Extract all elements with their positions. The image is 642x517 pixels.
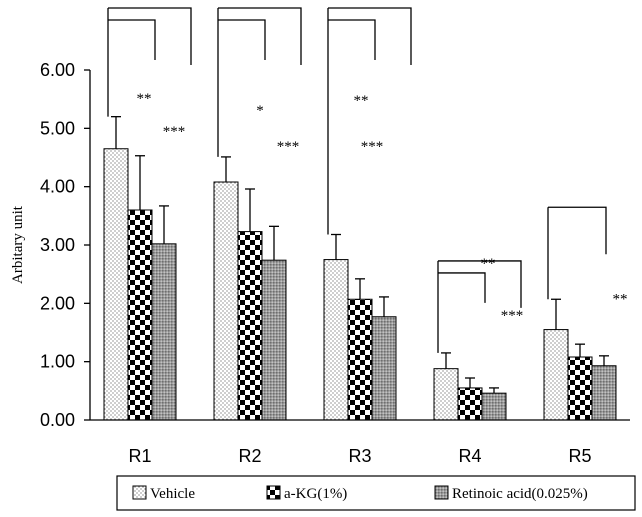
error-bars-layer	[111, 116, 609, 394]
bar	[371, 316, 397, 421]
significance-label: **	[613, 291, 628, 307]
bar	[543, 329, 569, 421]
bar	[433, 368, 459, 421]
y-axis-label: Arbitary unit	[10, 205, 26, 284]
significance-brackets	[107, 7, 607, 353]
bracket-outer	[548, 206, 607, 255]
bracket-outer	[218, 7, 302, 65]
bar	[237, 231, 263, 421]
x-category-label: R3	[348, 446, 371, 466]
significance-label: *	[256, 103, 264, 119]
bar	[347, 298, 373, 421]
legend: Vehicle a-KG(1%) Retinoic acid(0.025%)	[116, 475, 636, 511]
bars-layer	[103, 148, 617, 421]
legend-label: Vehicle	[150, 486, 195, 502]
y-tick-label: 1.00	[40, 352, 75, 372]
significance-label: ***	[361, 139, 384, 155]
significance-stars-layer: *********************	[137, 91, 628, 324]
significance-label: **	[481, 256, 496, 272]
x-category-label: R4	[458, 446, 481, 466]
x-category-label: R1	[128, 446, 151, 466]
bracket-inner	[438, 272, 486, 303]
bar	[591, 365, 617, 421]
bracket-inner	[328, 19, 376, 60]
bar	[261, 259, 287, 421]
legend-swatch	[266, 485, 281, 500]
legend-box	[116, 475, 636, 511]
bracket-inner	[218, 19, 266, 60]
significance-label: ***	[163, 124, 186, 140]
x-category-label: R5	[568, 446, 591, 466]
bracket-outer	[108, 7, 192, 65]
bar	[103, 148, 129, 421]
y-tick-label: 0.00	[40, 410, 75, 430]
bracket-outer	[438, 260, 522, 308]
significance-label: **	[137, 91, 152, 107]
bar	[481, 392, 507, 421]
bracket-inner	[108, 19, 156, 60]
significance-label: ***	[501, 308, 524, 324]
y-tick-label: 4.00	[40, 177, 75, 197]
y-ticks: 0.00 1.00 2.00 3.00 4.00 5.00 6.00	[40, 60, 90, 430]
significance-label: **	[354, 93, 369, 109]
bracket-outer	[328, 7, 412, 65]
bar	[213, 181, 239, 421]
bar	[567, 356, 593, 421]
bar	[457, 387, 483, 421]
significance-label: ***	[277, 139, 300, 155]
x-category-label: R2	[238, 446, 261, 466]
bar	[151, 243, 177, 421]
legend-label: Retinoic acid(0.025%)	[452, 486, 588, 502]
y-tick-label: 3.00	[40, 235, 75, 255]
bar	[323, 259, 349, 421]
legend-swatch	[434, 485, 449, 500]
y-tick-label: 2.00	[40, 293, 75, 313]
y-tick-label: 5.00	[40, 118, 75, 138]
x-category-labels: R1 R2 R3 R4 R5	[128, 446, 591, 466]
bar	[127, 209, 153, 421]
legend-swatch	[132, 485, 147, 500]
legend-label: a-KG(1%)	[284, 486, 347, 502]
y-tick-label: 6.00	[40, 60, 75, 80]
